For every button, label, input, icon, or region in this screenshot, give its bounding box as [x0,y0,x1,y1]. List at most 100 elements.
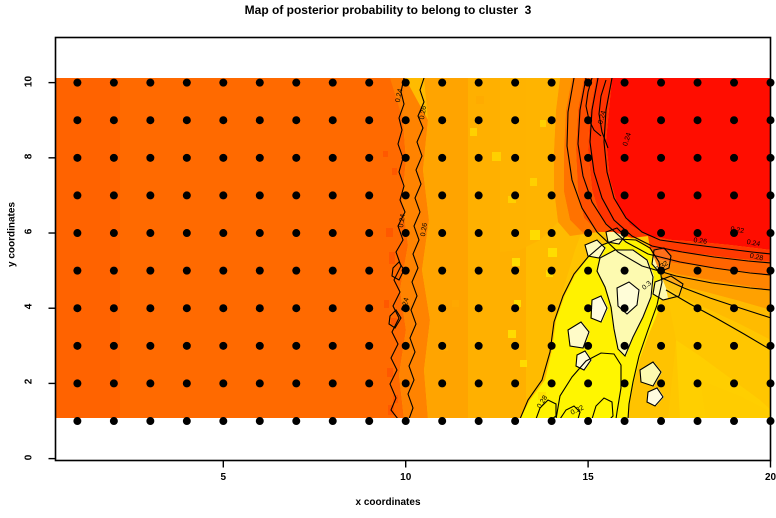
grid-point [693,153,702,162]
grid-point [730,379,739,388]
grid-point [292,341,301,350]
grid-point [620,304,629,313]
contour-label: 0.24 [395,88,405,103]
grid-point [547,341,556,350]
grid-point [693,266,702,275]
grid-point [620,417,629,426]
grid-point [438,341,447,350]
contour-label: 0.24 [597,110,608,125]
grid-point [365,229,374,238]
grid-point [547,191,556,200]
grid-point [730,229,739,238]
grid-point [511,266,520,275]
contour-label: 0.26 [693,237,707,246]
grid-point [182,266,191,275]
grid-point [401,304,410,313]
grid-point [511,304,520,313]
y-tick-label: 10 [23,75,34,87]
grid-point [657,229,666,238]
grid-point [693,229,702,238]
grid-point [365,191,374,200]
grid-point [292,266,301,275]
grid-point [693,78,702,87]
grid-point [328,341,337,350]
grid-point [584,266,593,275]
grid-point [620,229,629,238]
grid-point [255,153,264,162]
grid-point [511,116,520,125]
grid-point [146,341,155,350]
grid-point [182,153,191,162]
grid-point [219,379,228,388]
grid-point [401,341,410,350]
grid-point [730,341,739,350]
grid-point [657,379,666,388]
grid-point [109,153,118,162]
grid-point [255,229,264,238]
grid-point [438,417,447,426]
grid-point [182,417,191,426]
grid-point [438,191,447,200]
grid-point [219,191,228,200]
grid-point [438,266,447,275]
grid-point [328,266,337,275]
heatmap-field [55,78,771,418]
grid-point [474,341,483,350]
grid-point [730,304,739,313]
grid-point [219,341,228,350]
grid-point [547,78,556,87]
grid-point [547,304,556,313]
grid-point [219,153,228,162]
grid-point [547,229,556,238]
grid-point [255,116,264,125]
grid-point [584,379,593,388]
grid-point [328,116,337,125]
grid-point [292,191,301,200]
x-axis-ticks [222,460,772,468]
grid-point [109,304,118,313]
contour-label: 0.26 [419,105,428,120]
grid-point [73,153,82,162]
grid-point [401,153,410,162]
grid-point [474,153,483,162]
grid-point [365,379,374,388]
grid-point [219,78,228,87]
grid-point [474,229,483,238]
grid-point [365,341,374,350]
grid-point [109,191,118,200]
grid-point [730,153,739,162]
grid-point [511,78,520,87]
grid-point [511,191,520,200]
grid-point [328,417,337,426]
grid-point [182,116,191,125]
x-tick-label: 15 [582,471,594,483]
grid-point [365,304,374,313]
grid-point [693,341,702,350]
y-tick-label: 4 [23,303,34,310]
grid-point [328,78,337,87]
grid-point [109,417,118,426]
y-tick-label: 6 [23,228,34,235]
grid-point [255,191,264,200]
grid-point [182,229,191,238]
y-axis-ticks [48,81,56,460]
grid-point [365,116,374,125]
grid-point [219,417,228,426]
grid-point [365,153,374,162]
grid-point [657,116,666,125]
grid-point [255,266,264,275]
grid-point [292,304,301,313]
y-axis-label: y coordinates [6,201,18,268]
grid-point [73,417,82,426]
grid-point [328,229,337,238]
grid-point [292,417,301,426]
grid-point [401,379,410,388]
grid-point [109,229,118,238]
contour-label: 0.26 [420,222,429,237]
grid-point [474,304,483,313]
grid-point [474,379,483,388]
grid-point [182,78,191,87]
grid-point [474,116,483,125]
grid-point [109,266,118,275]
